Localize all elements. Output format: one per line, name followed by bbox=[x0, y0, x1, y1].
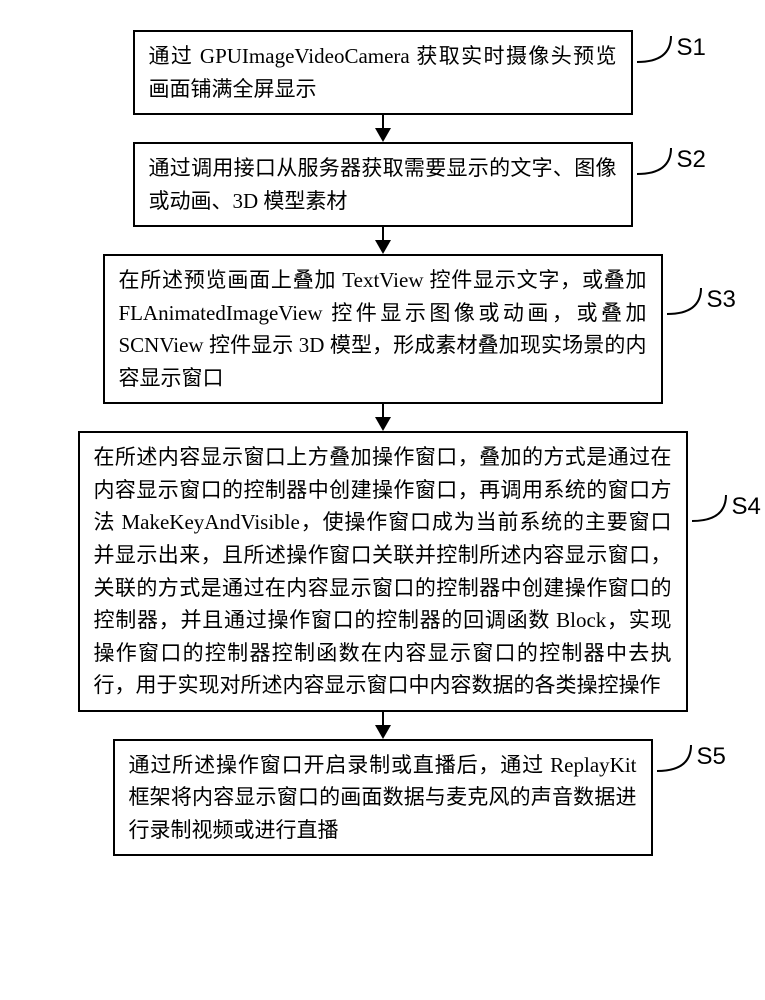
step-label-s5: S5 bbox=[655, 741, 745, 773]
step-box-s3: 在所述预览画面上叠加 TextView 控件显示文字，或叠加 FLAnimate… bbox=[103, 254, 663, 404]
step-row-s2: 通过调用接口从服务器获取需要显示的文字、图像或动画、3D 模型素材 S2 bbox=[23, 142, 743, 227]
step-box-s2: 通过调用接口从服务器获取需要显示的文字、图像或动画、3D 模型素材 bbox=[133, 142, 633, 227]
arrow-after-s4 bbox=[375, 712, 391, 739]
step-label-s1: S1 bbox=[635, 32, 725, 64]
step-row-s4: 在所述内容显示窗口上方叠加操作窗口，叠加的方式是通过在内容显示窗口的控制器中创建… bbox=[23, 431, 743, 711]
step-label-text-s1: S1 bbox=[677, 34, 706, 62]
step-row-s3: 在所述预览画面上叠加 TextView 控件显示文字，或叠加 FLAnimate… bbox=[23, 254, 743, 404]
step-box-s1: 通过 GPUImageVideoCamera 获取实时摄像头预览画面铺满全屏显示 bbox=[133, 30, 633, 115]
arrow-shaft bbox=[382, 404, 384, 418]
flowchart: 通过 GPUImageVideoCamera 获取实时摄像头预览画面铺满全屏显示… bbox=[23, 30, 743, 856]
arrow-after-s1 bbox=[375, 115, 391, 142]
step-row-s1: 通过 GPUImageVideoCamera 获取实时摄像头预览画面铺满全屏显示… bbox=[23, 30, 743, 115]
step-label-text-s5: S5 bbox=[697, 743, 726, 771]
arrow-after-s3 bbox=[375, 404, 391, 431]
step-label-s3: S3 bbox=[665, 284, 755, 316]
arrow-shaft bbox=[382, 115, 384, 129]
step-label-s4: S4 bbox=[690, 491, 765, 523]
arrow-shaft bbox=[382, 712, 384, 726]
arrow-head-icon bbox=[375, 725, 391, 739]
arrow-head-icon bbox=[375, 128, 391, 142]
step-box-s5: 通过所述操作窗口开启录制或直播后，通过 ReplayKit 框架将内容显示窗口的… bbox=[113, 739, 653, 857]
arrow-head-icon bbox=[375, 417, 391, 431]
step-box-s4: 在所述内容显示窗口上方叠加操作窗口，叠加的方式是通过在内容显示窗口的控制器中创建… bbox=[78, 431, 688, 711]
step-label-text-s3: S3 bbox=[707, 286, 736, 314]
arrow-shaft bbox=[382, 227, 384, 241]
step-label-text-s2: S2 bbox=[677, 146, 706, 174]
step-label-text-s4: S4 bbox=[732, 493, 761, 521]
arrow-after-s2 bbox=[375, 227, 391, 254]
step-label-s2: S2 bbox=[635, 144, 725, 176]
arrow-head-icon bbox=[375, 240, 391, 254]
step-row-s5: 通过所述操作窗口开启录制或直播后，通过 ReplayKit 框架将内容显示窗口的… bbox=[23, 739, 743, 857]
